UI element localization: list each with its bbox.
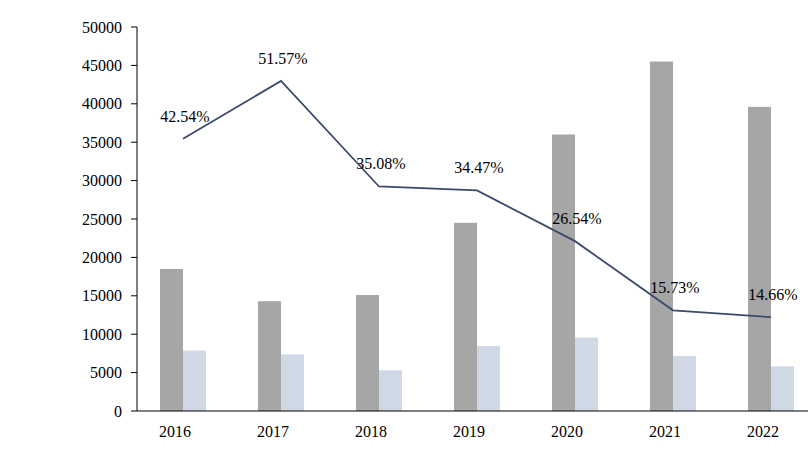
- data-label: 34.47%: [454, 159, 503, 176]
- bar: [379, 370, 402, 411]
- y-tick-label: 35000: [82, 134, 122, 151]
- y-tick-label: 45000: [82, 57, 122, 74]
- y-tick: [131, 142, 137, 143]
- data-label: 35.08%: [356, 155, 405, 172]
- data-label: 26.54%: [552, 210, 601, 227]
- plot-area: [160, 62, 794, 411]
- bar: [771, 366, 794, 411]
- bar: [258, 301, 281, 411]
- x-tick-label: 2018: [355, 423, 387, 440]
- y-tick-label: 50000: [82, 19, 122, 36]
- y-tick: [131, 103, 137, 104]
- data-label: 14.66%: [748, 286, 797, 303]
- bar: [673, 356, 696, 411]
- bar: [356, 295, 379, 411]
- data-label: 15.73%: [650, 279, 699, 296]
- y-tick: [131, 334, 137, 335]
- x-tick-label: 2017: [257, 423, 289, 440]
- y-tick: [131, 372, 137, 373]
- y-tick: [131, 411, 137, 412]
- x-tick-label: 2021: [649, 423, 681, 440]
- x-tick-label: 2020: [551, 423, 583, 440]
- bar: [183, 351, 206, 411]
- bar: [575, 338, 598, 411]
- y-tick-label: 15000: [82, 287, 122, 304]
- y-tick: [131, 257, 137, 258]
- data-label: 51.57%: [258, 50, 307, 67]
- y-tick: [131, 65, 137, 66]
- y-tick: [131, 180, 137, 181]
- x-axis: [137, 411, 808, 412]
- x-tick-label: 2022: [747, 423, 779, 440]
- x-tick-label: 2016: [159, 423, 191, 440]
- y-tick-label: 25000: [82, 211, 122, 228]
- y-tick-label: 30000: [82, 172, 122, 189]
- bar: [454, 223, 477, 411]
- y-axis: [137, 27, 138, 411]
- bar: [281, 354, 304, 411]
- bar: [160, 269, 183, 411]
- y-tick: [131, 295, 137, 296]
- y-tick-label: 10000: [82, 326, 122, 343]
- line: [183, 81, 771, 317]
- bar: [552, 135, 575, 411]
- y-tick: [131, 219, 137, 220]
- chart: 0 5000 10000 15000 20000 25000 30000 35000 40000…: [0, 0, 808, 455]
- y-tick-label: 20000: [82, 249, 122, 266]
- bar: [748, 107, 771, 411]
- y-tick-label: 5000: [90, 364, 122, 381]
- data-label: 42.54%: [160, 108, 209, 125]
- bar: [477, 346, 500, 411]
- y-tick-label: 40000: [82, 95, 122, 112]
- x-tick-label: 2019: [453, 423, 485, 440]
- y-tick: [131, 27, 137, 28]
- bar: [650, 62, 673, 411]
- y-tick-label: 0: [114, 403, 122, 420]
